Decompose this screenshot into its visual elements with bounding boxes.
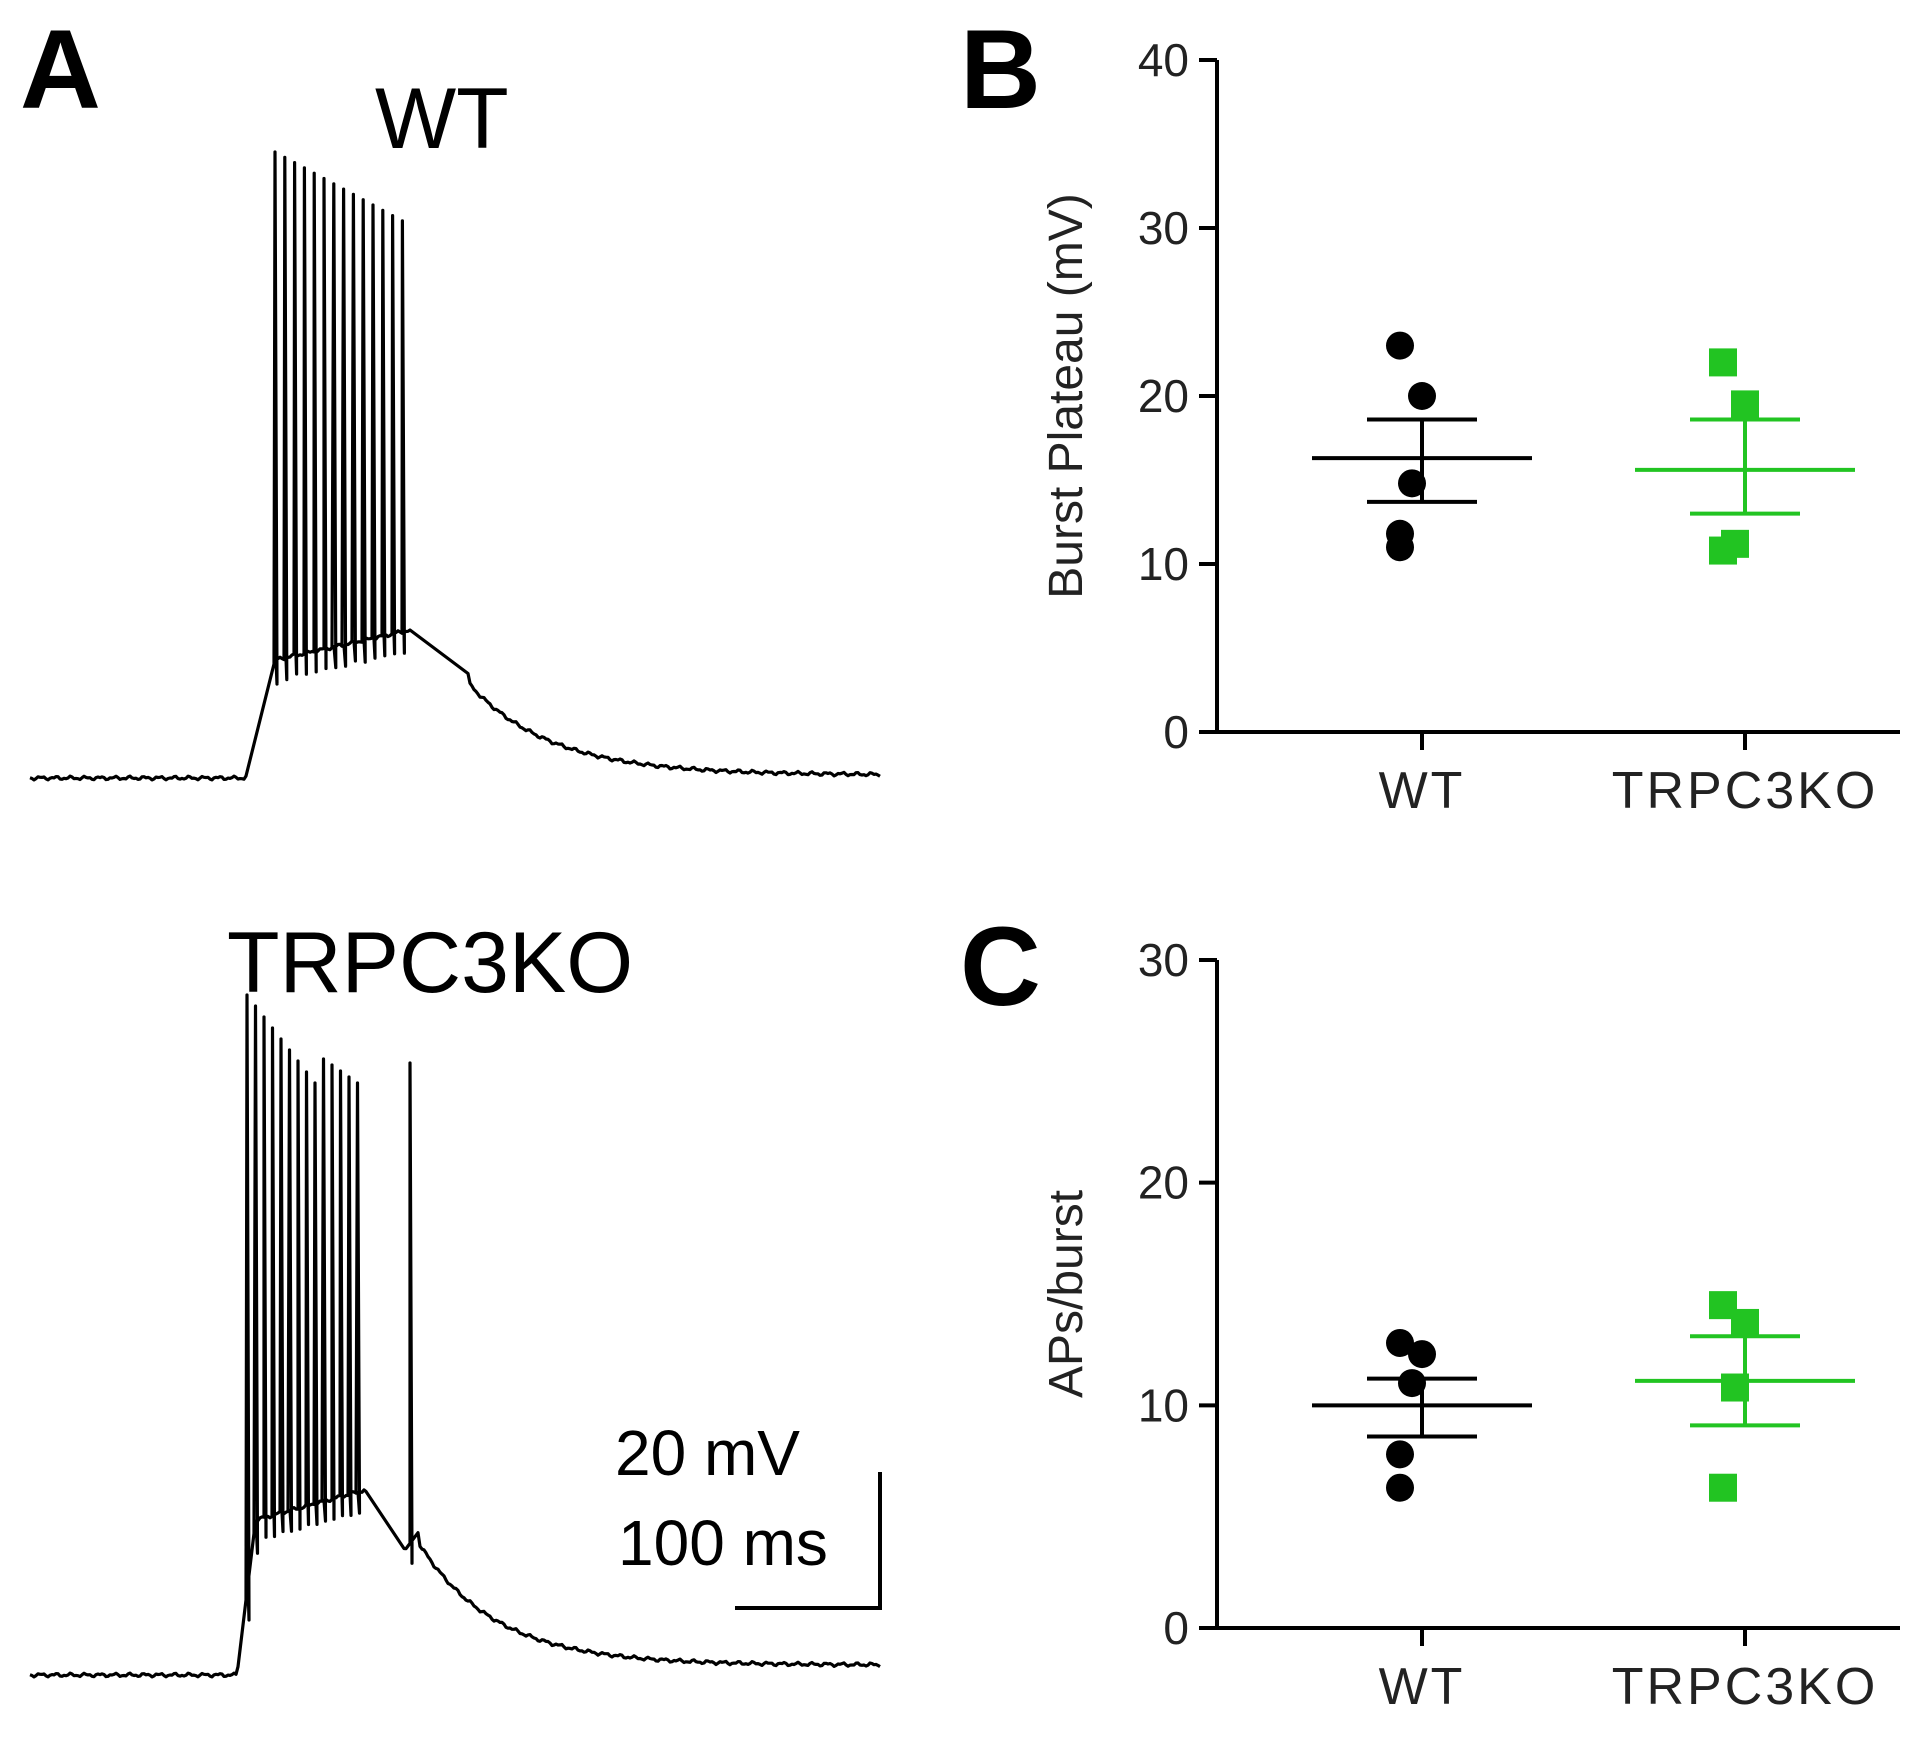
chart-b-series-wt <box>1312 331 1532 562</box>
chart-c-y-tick-label: 10 <box>1138 1379 1189 1431</box>
scale-bar: 20 mV 100 ms <box>615 1417 882 1610</box>
ko-trace-label: TRPC3KO <box>227 915 633 1011</box>
chart-c-y-tick-label: 0 <box>1163 1602 1189 1654</box>
chart-b-y-tick-label: 30 <box>1138 202 1189 254</box>
panel-b-letter: B <box>960 7 1041 132</box>
chart-c: 0 10 20 30 WT TRPC3KO APs/burst <box>1040 934 1900 1716</box>
chart-c-data-point <box>1398 1369 1426 1398</box>
chart-b-y-tick-label: 20 <box>1138 370 1189 422</box>
chart-b-data-point <box>1709 536 1737 565</box>
ko-voltage-trace <box>29 993 881 1679</box>
chart-b-category-label: TRPC3KO <box>1612 762 1879 820</box>
chart-b-data-point <box>1731 390 1759 419</box>
chart-b-y-tick-label: 10 <box>1138 538 1189 590</box>
chart-b-y-tick-label: 0 <box>1163 706 1189 758</box>
chart-b-data-point <box>1386 533 1414 562</box>
chart-b-data-point <box>1408 382 1436 410</box>
chart-c-data-point <box>1709 1473 1737 1502</box>
chart-c-category-label: WT <box>1379 1658 1466 1716</box>
chart-b-data-point <box>1386 331 1414 360</box>
wt-trace-label: WT <box>375 71 509 167</box>
chart-c-series-wt <box>1312 1328 1532 1502</box>
panel-a-letter: A <box>20 7 101 132</box>
chart-c-data-point <box>1721 1373 1749 1402</box>
chart-b-series-trpc3ko <box>1635 348 1855 565</box>
chart-c-data-point <box>1731 1308 1759 1337</box>
chart-c-y-tick-label: 30 <box>1138 934 1189 986</box>
chart-c-y-tick-label: 20 <box>1138 1157 1189 1209</box>
chart-c-category-label: TRPC3KO <box>1612 1658 1879 1716</box>
chart-b-y-tick-label: 40 <box>1138 34 1189 86</box>
chart-c-y-axis-title: APs/burst <box>1040 1190 1093 1398</box>
chart-b: 0 10 20 30 40 WT TRPC3KO Burst Plateau (mV) <box>1040 34 1900 820</box>
chart-c-data-point <box>1386 1440 1414 1469</box>
chart-c-data-point <box>1408 1340 1436 1369</box>
scale-voltage-label: 20 mV <box>615 1417 800 1489</box>
chart-b-data-point <box>1398 469 1426 498</box>
chart-b-category-label: WT <box>1379 762 1466 820</box>
chart-c-series-trpc3ko <box>1635 1291 1855 1502</box>
chart-c-data-point <box>1386 1473 1414 1502</box>
chart-c-data-point <box>1386 1328 1414 1357</box>
wt-voltage-trace <box>29 150 881 782</box>
chart-b-data-point <box>1709 348 1737 377</box>
panel-c-letter: C <box>960 904 1041 1029</box>
scale-time-label: 100 ms <box>618 1507 828 1579</box>
chart-b-y-axis-title: Burst Plateau (mV) <box>1040 193 1093 598</box>
